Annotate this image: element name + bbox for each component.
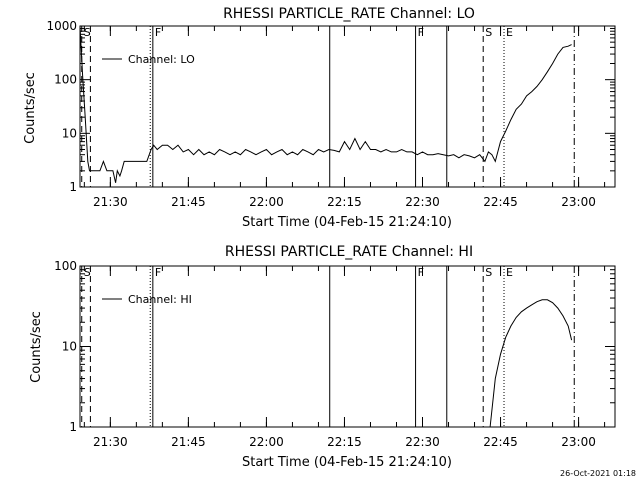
x-tick-label: 22:45 xyxy=(483,195,518,209)
x-axis-label: Start Time (04-Feb-15 21:24:10) xyxy=(242,215,452,230)
x-tick-label: 22:15 xyxy=(327,435,362,449)
event-marker-label: S xyxy=(84,266,91,279)
series-line xyxy=(489,299,573,428)
panel-lo: RHESSI PARTICLE_RATE Channel: LO Start T… xyxy=(23,6,616,230)
x-tick-label: 22:00 xyxy=(249,435,284,449)
plot-frame xyxy=(79,25,616,188)
chart-title: RHESSI PARTICLE_RATE Channel: LO xyxy=(223,6,475,22)
event-marker-label: E xyxy=(506,266,513,279)
y-axis-label: Counts/sec xyxy=(29,311,44,383)
y-tick-label: 10 xyxy=(62,340,77,354)
event-marker-label: S xyxy=(84,26,91,39)
x-axis-label: Start Time (04-Feb-15 21:24:10) xyxy=(242,455,452,470)
event-marker-label: S xyxy=(485,26,492,39)
x-tick-label: 22:15 xyxy=(327,195,362,209)
panel-hi: RHESSI PARTICLE_RATE Channel: HI Start T… xyxy=(29,244,616,470)
x-tick-label: 22:30 xyxy=(405,195,440,209)
y-tick-label: 10 xyxy=(62,126,77,140)
y-tick-label: 100 xyxy=(54,73,77,87)
event-marker-label: F xyxy=(418,26,424,39)
event-marker-label: S xyxy=(485,266,492,279)
x-tick-label: 21:30 xyxy=(93,435,128,449)
series-line xyxy=(79,25,572,183)
legend-label: Channel: HI xyxy=(128,293,192,306)
x-tick-label: 22:30 xyxy=(405,435,440,449)
event-marker-label: E xyxy=(506,26,513,39)
y-tick-label: 100 xyxy=(54,259,77,273)
event-marker-label: F xyxy=(155,26,161,39)
event-marker-label: F xyxy=(155,266,161,279)
y-tick-label: 1000 xyxy=(46,19,77,33)
x-tick-label: 21:45 xyxy=(171,195,206,209)
y-tick-label: 1 xyxy=(69,420,77,434)
x-tick-label: 22:00 xyxy=(249,195,284,209)
plot-frame xyxy=(79,265,616,428)
legend-label: Channel: LO xyxy=(128,53,195,66)
y-axis-label: Counts/sec xyxy=(23,72,38,144)
chart-title: RHESSI PARTICLE_RATE Channel: HI xyxy=(225,244,473,260)
footer-timestamp: 26-Oct-2021 01:18 xyxy=(560,469,636,478)
x-tick-label: 23:00 xyxy=(561,435,596,449)
x-tick-label: 23:00 xyxy=(561,195,596,209)
x-tick-label: 21:30 xyxy=(93,195,128,209)
y-tick-label: 1 xyxy=(69,180,77,194)
event-marker-label: F xyxy=(418,266,424,279)
x-tick-label: 21:45 xyxy=(171,435,206,449)
x-tick-label: 22:45 xyxy=(483,435,518,449)
